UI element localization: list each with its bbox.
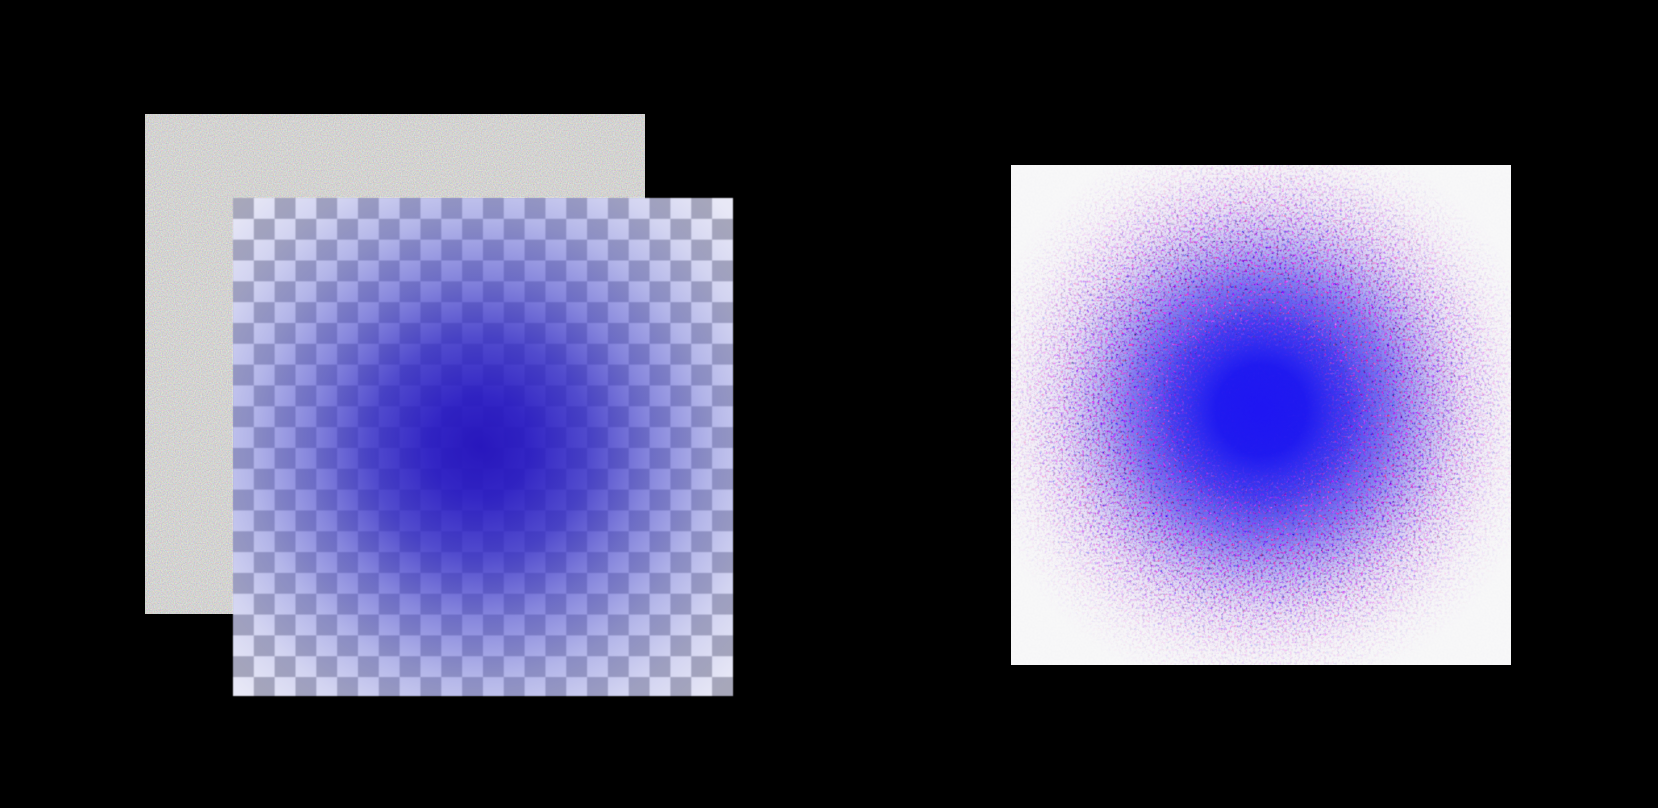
dither-speckle-ring [1011,165,1511,665]
noisy-blue-gradient-image [1011,165,1511,665]
checkerboard-transparency-image [233,198,733,696]
blue-gradient-blob [233,198,733,696]
rendered-gradient-graphic [1011,165,1511,665]
